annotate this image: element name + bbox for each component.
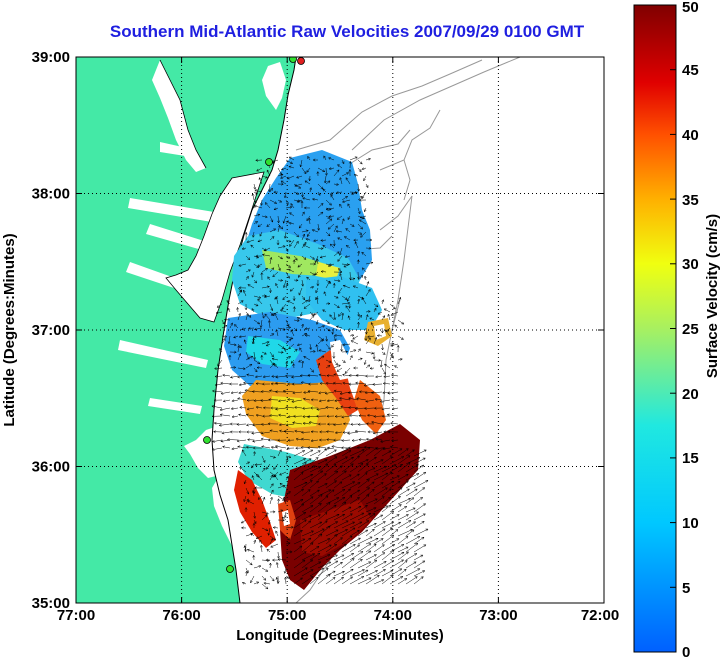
colorbar-tick-label: 10 bbox=[682, 515, 699, 532]
colorbar-tick-label: 20 bbox=[682, 386, 699, 403]
y-tick-label: 38:00 bbox=[32, 186, 70, 203]
upper-bay bbox=[152, 60, 206, 172]
colorbar bbox=[633, 4, 677, 653]
colorbar-tick-label: 15 bbox=[682, 450, 699, 467]
x-tick-label: 77:00 bbox=[57, 607, 95, 624]
x-tick-label: 74:00 bbox=[374, 607, 412, 624]
y-tick-label: 36:00 bbox=[32, 459, 70, 476]
y-axis-label: Latitude (Degrees:Minutes) bbox=[1, 233, 18, 426]
y-tick-label: 39:00 bbox=[32, 49, 70, 66]
bathymetry-contour-shallow bbox=[295, 59, 483, 603]
colorbar-tick-label: 30 bbox=[682, 256, 699, 273]
chart-title: Southern Mid-Atlantic Raw Velocities 200… bbox=[109, 22, 585, 41]
velocity-arrows bbox=[211, 155, 429, 590]
tick-marks bbox=[76, 57, 604, 603]
y-tick-label: 37:00 bbox=[32, 322, 70, 339]
y-tick-label: 35:00 bbox=[32, 595, 70, 612]
bathymetry-contour-deep bbox=[351, 57, 521, 331]
colorbar-tick-label: 35 bbox=[682, 192, 699, 209]
x-tick-label: 76:00 bbox=[162, 607, 200, 624]
colorbar-tick-label: 0 bbox=[682, 644, 690, 659]
grid-lines bbox=[76, 57, 604, 603]
colorbar-gradient bbox=[633, 4, 677, 653]
colorbar-tick-label: 40 bbox=[682, 127, 699, 144]
colorbar-tick-label: 45 bbox=[682, 62, 699, 79]
radar-stations bbox=[203, 57, 305, 573]
velocity-arrow-set bbox=[211, 155, 429, 590]
colorbar-tick-label: 50 bbox=[682, 0, 699, 16]
colorbar-tick-label: 5 bbox=[682, 580, 690, 597]
delaware-bay bbox=[262, 62, 286, 110]
x-tick-label: 75:00 bbox=[268, 607, 306, 624]
x-tick-label: 72:00 bbox=[581, 607, 619, 624]
colorbar-label: Surface Velocity (cm/s) bbox=[704, 214, 721, 378]
bay-shoreline bbox=[159, 59, 265, 323]
albemarle-sound bbox=[184, 426, 226, 478]
tributaries bbox=[118, 142, 220, 414]
x-tick-label: 73:00 bbox=[479, 607, 517, 624]
coastline bbox=[211, 57, 297, 603]
colorbar-tick-label: 25 bbox=[682, 321, 699, 338]
x-axis-label: Longitude (Degrees:Minutes) bbox=[236, 627, 444, 644]
